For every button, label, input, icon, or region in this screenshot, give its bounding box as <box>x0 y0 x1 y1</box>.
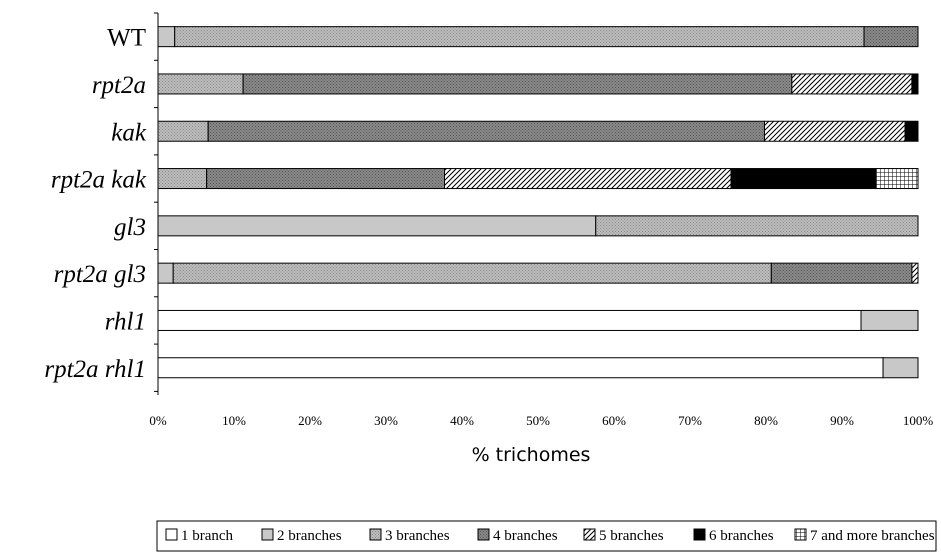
legend-label-4-branches: 4 branches <box>493 528 558 544</box>
legend-swatch-3-branches <box>369 528 382 541</box>
x-tick-label: 40% <box>450 413 474 428</box>
category-label-gl3: gl3 <box>114 214 146 241</box>
category-label-rpt2a-gl3: rpt2a gl3 <box>54 261 146 288</box>
legend-swatch-1-branch <box>165 528 178 541</box>
category-label-kak: kak <box>111 119 147 146</box>
bar-segment-rpt2a-gl3-2-branches <box>157 262 174 284</box>
x-tick-label: 50% <box>526 413 550 428</box>
x-tick-label: 10% <box>222 413 246 428</box>
bar-segment-rhl1-1-branch <box>157 309 862 331</box>
bar-segment-rpt2a-6-branches <box>911 73 919 95</box>
legend-swatch-6-branches <box>693 528 706 541</box>
x-tick-label: 100% <box>903 413 934 428</box>
bar-segment-rpt2a-gl3-5-branches <box>911 262 919 284</box>
bar-segment-gl3-2-branches <box>157 215 597 237</box>
x-tick-label: 30% <box>374 413 398 428</box>
bar-segment-gl3-3-branches <box>595 215 919 237</box>
bar-segment-rpt2a-gl3-3-branches <box>172 262 772 284</box>
bar-segment-wt-2-branches <box>157 26 176 48</box>
legend-label-6-branches: 6 branches <box>709 528 774 544</box>
x-tick-label: 70% <box>678 413 702 428</box>
category-label-rpt2a-kak: rpt2a kak <box>51 167 147 194</box>
bar-segment-rpt2a-5-branches <box>791 73 913 95</box>
bar-segment-kak-3-branches <box>157 120 209 142</box>
bar-segment-rpt2a-kak-7-and-more-branches <box>875 168 919 190</box>
legend-label-7-and-more-branches: 7 and more branches <box>810 528 935 544</box>
bar-segment-rpt2a-rhl1-1-branch <box>157 357 884 379</box>
category-label-rpt2a-rhl1: rpt2a rhl1 <box>44 356 146 383</box>
bar-segment-rpt2a-kak-5-branches <box>444 168 732 190</box>
bar-segment-rpt2a-4-branches <box>242 73 793 95</box>
legend-swatch-7-and-more-branches <box>794 528 807 541</box>
bar-segment-rpt2a-kak-6-branches <box>730 168 877 190</box>
bar-segment-rpt2a-rhl1-2-branches <box>882 357 919 379</box>
legend-swatch-5-branches <box>583 528 596 541</box>
bar-segment-wt-4-branches <box>863 26 919 48</box>
legend-label-1-branch: 1 branch <box>181 528 234 544</box>
x-tick-label: 60% <box>602 413 626 428</box>
legend: 1 branch 2 branches 3 branches 4 branches 5 … <box>156 520 937 552</box>
bar-segment-rpt2a-kak-4-branches <box>206 168 446 190</box>
x-tick-label: 0% <box>149 413 167 428</box>
bar-segment-kak-6-branches <box>904 120 919 142</box>
category-label-wt: WT <box>107 25 146 52</box>
category-label-rhl1: rhl1 <box>105 308 146 335</box>
legend-swatch-4-branches <box>477 528 490 541</box>
x-tick-label: 80% <box>754 413 778 428</box>
bar-segment-rhl1-2-branches <box>860 309 919 331</box>
x-tick-label: 90% <box>830 413 854 428</box>
x-tick-label: 20% <box>298 413 322 428</box>
plot-area: WT rpt2a kak rpt2a kak gl3 rpt2a gl3 rhl1 rpt2a… <box>44 12 934 466</box>
bar-segment-rpt2a-gl3-4-branches <box>770 262 913 284</box>
legend-label-3-branches: 3 branches <box>385 528 450 544</box>
x-axis-title: % trichomes <box>472 444 591 466</box>
bar-segment-kak-4-branches <box>207 120 765 142</box>
bar-segment-rpt2a-kak-3-branches <box>157 168 208 190</box>
bar-segment-rpt2a-3-branches <box>157 73 244 95</box>
legend-label-5-branches: 5 branches <box>599 528 664 544</box>
category-label-rpt2a: rpt2a <box>92 72 146 99</box>
bar-segment-wt-3-branches <box>174 26 865 48</box>
legend-swatch-2-branches <box>261 528 274 541</box>
bar-segment-kak-5-branches <box>763 120 906 142</box>
legend-label-2-branches: 2 branches <box>277 528 342 544</box>
